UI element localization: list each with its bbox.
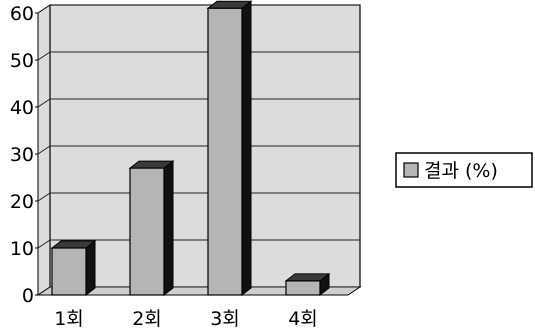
y-tick-label: 40 (10, 97, 34, 119)
y-tick-label: 60 (10, 3, 34, 25)
gridline (37, 192, 360, 202)
y-tick-label: 20 (10, 191, 34, 213)
gridline (37, 239, 360, 249)
bars (50, 0, 331, 297)
gridline (37, 51, 360, 61)
x-axis-ticks: 1회 2회 3회 4회 (54, 308, 318, 330)
bar-side (85, 239, 96, 297)
gridlines (37, 4, 360, 296)
y-tick-label: 30 (10, 144, 34, 166)
y-axis-ticks: 0 10 20 30 40 50 60 (10, 3, 38, 307)
bar-side (241, 0, 252, 297)
y-tick-label: 50 (10, 50, 34, 72)
y-tick-label: 0 (22, 285, 34, 307)
bar (51, 247, 87, 296)
y-tick-label: 10 (10, 238, 34, 260)
gridline (37, 145, 360, 155)
gridline (37, 98, 360, 108)
x-tick-label: 1회 (54, 308, 84, 330)
gridline (37, 4, 360, 14)
bar (285, 280, 321, 296)
x-tick-label: 3회 (210, 308, 240, 330)
bar (129, 167, 165, 296)
bar-side (163, 160, 174, 297)
legend: 결과 (%) (395, 152, 533, 188)
legend-box (395, 152, 533, 188)
gridline (37, 286, 360, 296)
x-tick-label: 2회 (132, 308, 162, 330)
bar (207, 7, 243, 296)
legend-label: 결과 (%) (424, 160, 498, 182)
x-tick-label: 4회 (288, 308, 318, 330)
legend-swatch (403, 162, 419, 178)
